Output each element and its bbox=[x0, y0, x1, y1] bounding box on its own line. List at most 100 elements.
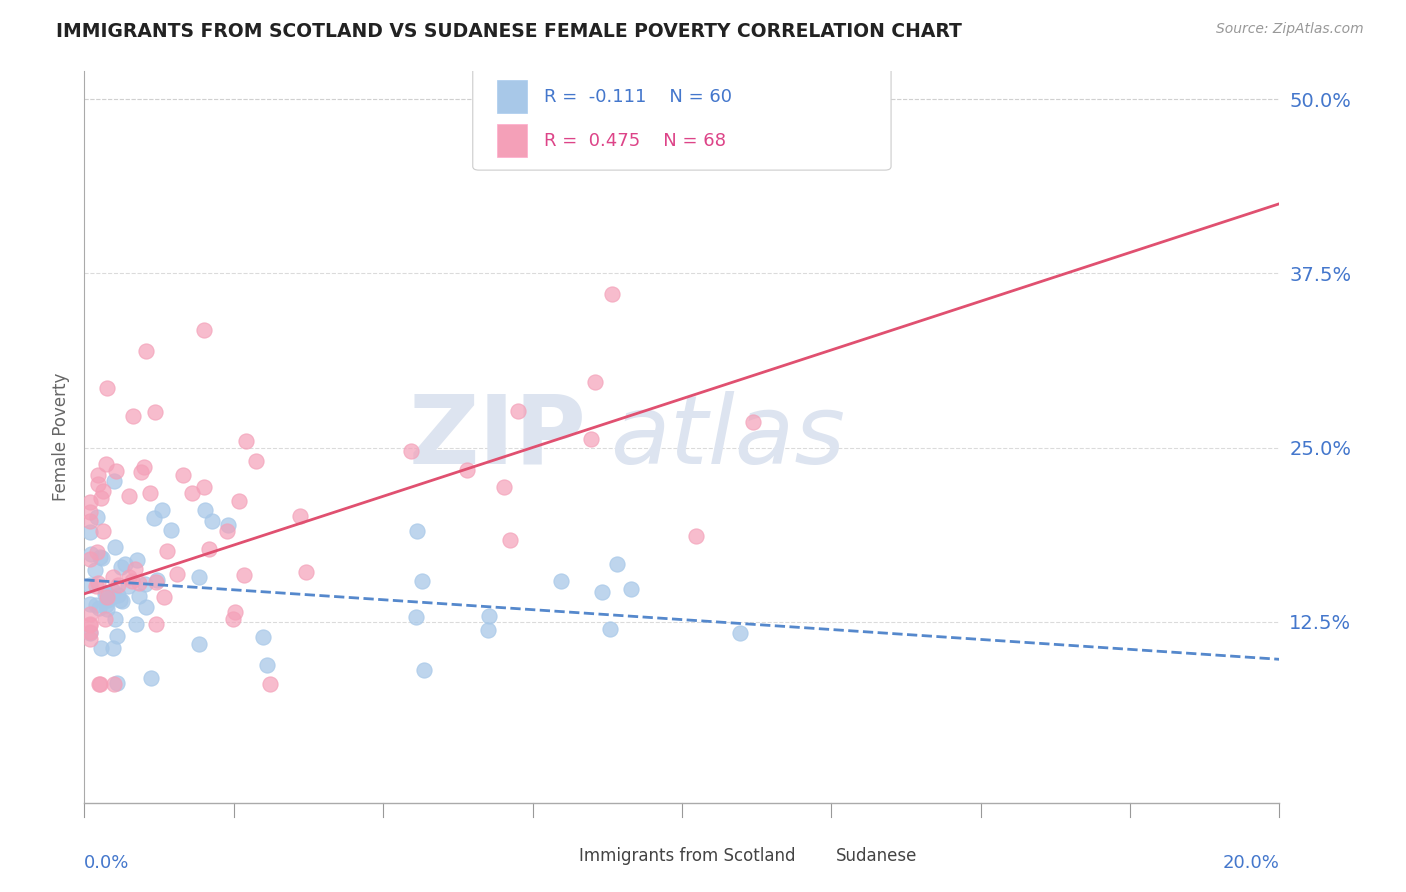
Point bbox=[198, 542, 221, 557]
Point bbox=[591, 584, 613, 599]
Point bbox=[107, 577, 129, 591]
Point bbox=[94, 587, 117, 601]
Text: R =  0.475    N = 68: R = 0.475 N = 68 bbox=[544, 132, 727, 150]
Point bbox=[84, 563, 107, 577]
Point bbox=[150, 503, 173, 517]
Point bbox=[79, 632, 101, 646]
Point bbox=[103, 584, 125, 599]
Point bbox=[728, 626, 751, 640]
FancyBboxPatch shape bbox=[472, 61, 891, 170]
Point bbox=[118, 570, 141, 584]
Point bbox=[87, 575, 110, 590]
Point bbox=[79, 618, 101, 632]
Point bbox=[685, 528, 707, 542]
Text: 20.0%: 20.0% bbox=[1223, 854, 1279, 872]
Point bbox=[135, 599, 157, 614]
Point bbox=[477, 623, 499, 637]
Point bbox=[101, 590, 124, 604]
Point bbox=[217, 517, 239, 532]
Point bbox=[139, 671, 162, 685]
Point bbox=[90, 491, 112, 506]
Point bbox=[606, 558, 628, 572]
Point bbox=[194, 503, 217, 517]
Point bbox=[193, 323, 215, 337]
Point bbox=[201, 514, 224, 528]
Point bbox=[405, 524, 427, 538]
Point bbox=[87, 677, 110, 691]
Point bbox=[79, 514, 101, 528]
Point bbox=[741, 415, 763, 429]
Point bbox=[101, 640, 124, 655]
Point bbox=[294, 565, 316, 579]
FancyBboxPatch shape bbox=[496, 124, 527, 157]
Point bbox=[224, 606, 246, 620]
Point bbox=[456, 463, 478, 477]
Point bbox=[79, 626, 101, 640]
Point bbox=[499, 533, 522, 547]
Point bbox=[129, 465, 152, 479]
FancyBboxPatch shape bbox=[538, 847, 565, 865]
Point bbox=[256, 658, 278, 673]
Point bbox=[114, 558, 136, 572]
Point bbox=[111, 594, 134, 608]
Point bbox=[94, 457, 117, 471]
Point bbox=[122, 409, 145, 424]
Point bbox=[91, 524, 114, 538]
Point bbox=[290, 509, 312, 524]
Point bbox=[94, 612, 117, 626]
Point bbox=[87, 477, 110, 491]
Point bbox=[96, 590, 118, 604]
Point bbox=[79, 552, 101, 566]
Point bbox=[118, 489, 141, 503]
Point bbox=[108, 593, 131, 607]
Point bbox=[79, 617, 101, 632]
Point bbox=[139, 485, 162, 500]
Point bbox=[79, 525, 101, 540]
Point bbox=[96, 602, 118, 616]
Point bbox=[128, 589, 150, 603]
FancyBboxPatch shape bbox=[496, 80, 527, 113]
Point bbox=[405, 609, 427, 624]
Point bbox=[107, 676, 129, 690]
Text: R =  -0.111    N = 60: R = -0.111 N = 60 bbox=[544, 87, 733, 106]
Point bbox=[104, 612, 127, 626]
Point bbox=[110, 559, 132, 574]
Point bbox=[105, 628, 128, 642]
Point bbox=[117, 579, 139, 593]
Text: Source: ZipAtlas.com: Source: ZipAtlas.com bbox=[1216, 22, 1364, 37]
Point bbox=[121, 574, 143, 589]
Point bbox=[550, 574, 572, 589]
Point bbox=[79, 578, 101, 592]
Point bbox=[96, 381, 118, 395]
Point bbox=[172, 467, 194, 482]
Point bbox=[252, 630, 274, 644]
Point bbox=[103, 541, 125, 555]
Point bbox=[79, 625, 101, 640]
Point bbox=[90, 641, 112, 656]
Point bbox=[124, 617, 146, 632]
Y-axis label: Female Poverty: Female Poverty bbox=[52, 373, 70, 501]
Point bbox=[134, 577, 156, 591]
Point bbox=[506, 404, 529, 418]
Point bbox=[494, 480, 516, 494]
Point bbox=[89, 550, 111, 565]
Point bbox=[96, 586, 118, 600]
Point bbox=[103, 570, 125, 584]
Point bbox=[103, 677, 125, 691]
Point bbox=[228, 493, 250, 508]
Point bbox=[79, 607, 101, 621]
Point bbox=[399, 443, 422, 458]
Point bbox=[259, 677, 281, 691]
Point bbox=[128, 576, 150, 591]
Text: Immigrants from Scotland: Immigrants from Scotland bbox=[579, 847, 796, 865]
FancyBboxPatch shape bbox=[796, 847, 821, 865]
Point bbox=[193, 480, 215, 494]
Point bbox=[104, 464, 127, 478]
Point bbox=[579, 432, 602, 446]
Text: ZIP: ZIP bbox=[408, 391, 586, 483]
Point bbox=[478, 609, 501, 624]
Point bbox=[79, 505, 101, 519]
Point bbox=[245, 454, 267, 468]
Point bbox=[124, 562, 146, 576]
Point bbox=[583, 376, 606, 390]
